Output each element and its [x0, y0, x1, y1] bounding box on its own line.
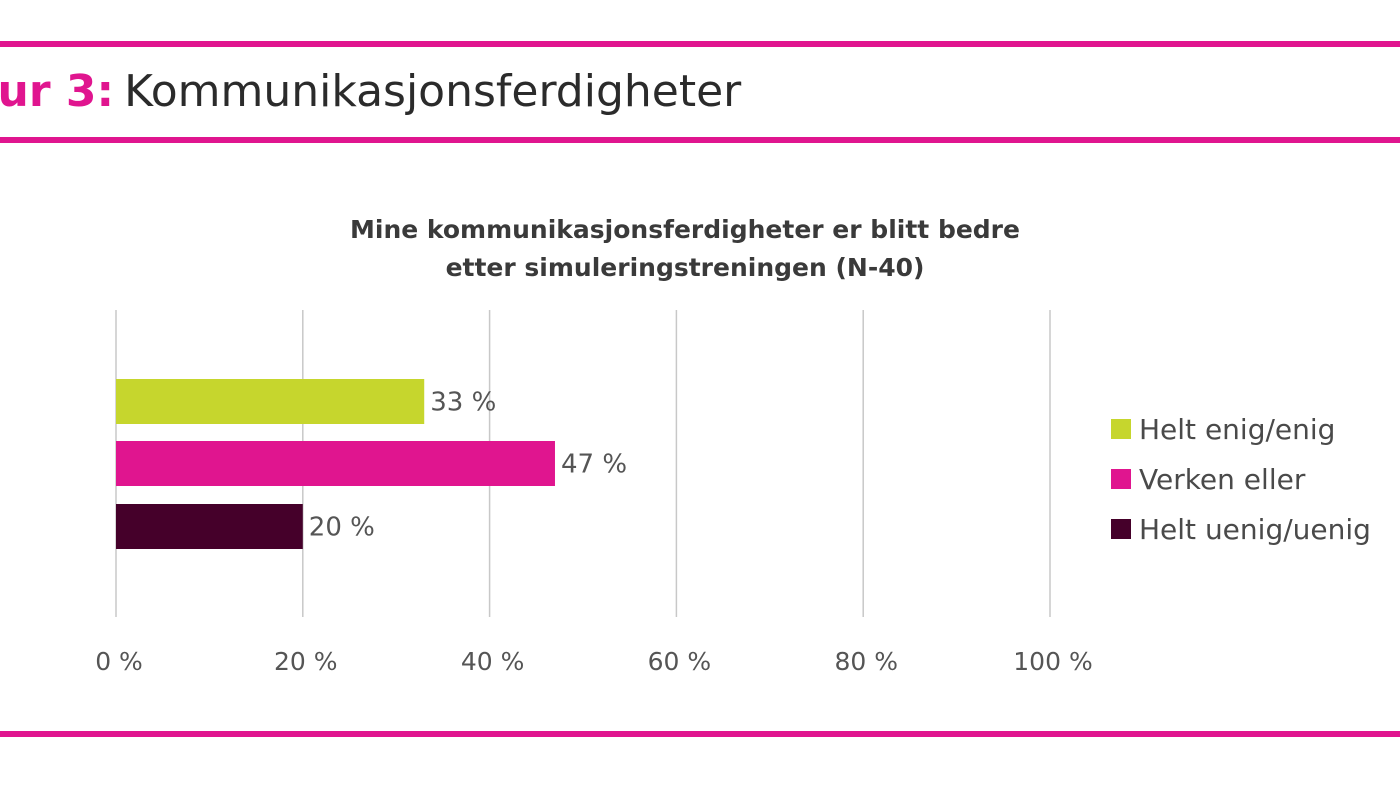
x-tick-label: 80 %	[834, 647, 898, 676]
figure-heading: gur 3:Kommunikasjonsferdigheter	[0, 62, 741, 122]
chart-title: Mine kommunikasjonsferdigheter er blitt …	[260, 211, 1110, 287]
x-tick-label: 60 %	[648, 647, 712, 676]
top-rule	[0, 41, 1400, 47]
legend: Helt enig/enig Verken eller Helt uenig/u…	[1111, 404, 1371, 554]
legend-label-verken-eller: Verken eller	[1139, 462, 1306, 496]
bar-2	[116, 504, 303, 549]
figure-label: gur 3:	[0, 66, 115, 117]
chart-title-line-2: etter simuleringstreningen (N-40)	[445, 253, 925, 282]
legend-swatch-helt-enig	[1111, 419, 1131, 439]
x-tick-label: 100 %	[1013, 647, 1092, 676]
legend-label-helt-uenig: Helt uenig/uenig	[1139, 512, 1371, 546]
bottom-rule	[0, 731, 1400, 737]
x-tick-label: 0 %	[95, 647, 143, 676]
legend-swatch-verken-eller	[1111, 469, 1131, 489]
x-tick-label: 20 %	[274, 647, 338, 676]
bar-value-label: 33 %	[430, 388, 496, 418]
heading-rule	[0, 137, 1400, 143]
legend-item-helt-enig: Helt enig/enig	[1111, 404, 1371, 454]
bar-value-label: 47 %	[561, 450, 627, 480]
bar-0	[116, 379, 425, 424]
figure-title: Kommunikasjonsferdigheter	[124, 66, 742, 117]
bar-1	[116, 441, 555, 486]
legend-item-helt-uenig: Helt uenig/uenig	[1111, 504, 1371, 554]
legend-label-helt-enig: Helt enig/enig	[1139, 412, 1336, 446]
chart-title-line-1: Mine kommunikasjonsferdigheter er blitt …	[350, 215, 1020, 244]
legend-swatch-helt-uenig	[1111, 519, 1131, 539]
x-tick-label: 40 %	[461, 647, 525, 676]
bar-value-label: 20 %	[309, 513, 375, 543]
legend-item-verken-eller: Verken eller	[1111, 454, 1371, 504]
